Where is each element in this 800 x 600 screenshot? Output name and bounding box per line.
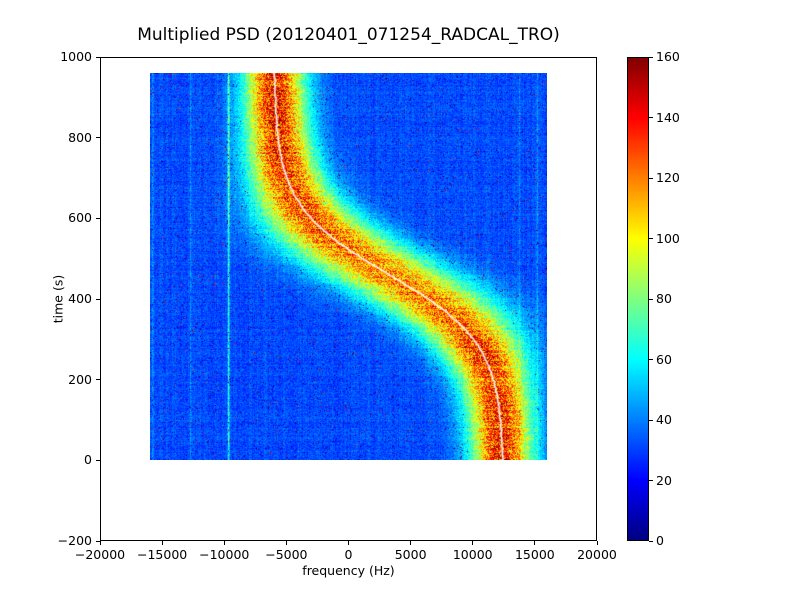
y-tick-label: 600 <box>68 210 92 226</box>
colorbar-tick-mark <box>649 480 653 481</box>
x-tick-label: 5000 <box>394 547 427 562</box>
y-tick-label: 800 <box>68 129 92 145</box>
y-tick-mark <box>96 298 100 300</box>
colorbar-tick-label: 20 <box>656 472 672 488</box>
colorbar-tick-mark <box>649 238 653 239</box>
x-tick-label: 0 <box>344 547 353 562</box>
x-tick-mark <box>596 541 598 545</box>
y-tick-label: 200 <box>68 371 92 387</box>
y-tick-mark <box>96 217 100 219</box>
x-tick-label: −20000 <box>74 547 126 562</box>
colorbar-tick-label: 140 <box>656 109 680 125</box>
colorbar-tick-label: 40 <box>656 412 672 427</box>
x-tick-mark <box>99 541 101 545</box>
y-tick-label: 1000 <box>60 49 92 64</box>
y-tick-mark <box>96 459 100 461</box>
x-tick-mark <box>223 541 225 545</box>
colorbar-tick-label: 0 <box>656 533 664 548</box>
colorbar-tick-label: 60 <box>656 351 672 367</box>
colorbar-gradient <box>627 57 649 541</box>
x-axis-label: frequency (Hz) <box>302 563 395 578</box>
y-tick-mark <box>96 379 100 381</box>
colorbar-tick-label: 120 <box>656 170 680 185</box>
y-tick-mark <box>96 540 100 542</box>
colorbar-tick-mark <box>649 177 653 179</box>
y-tick-mark <box>96 137 100 139</box>
x-tick-label: −5000 <box>265 547 308 562</box>
x-tick-label: −15000 <box>137 547 188 562</box>
colorbar-tick-mark <box>649 298 653 300</box>
colorbar-tick-mark <box>649 117 653 118</box>
y-tick-label: 0 <box>84 452 92 468</box>
heatmap-canvas <box>150 73 547 460</box>
colorbar-tick-mark <box>649 56 653 58</box>
colorbar-tick-label: 80 <box>656 291 672 306</box>
colorbar-tick-label: 100 <box>656 230 680 246</box>
x-tick-label: 15000 <box>514 547 555 562</box>
colorbar-tick-mark <box>649 419 653 421</box>
x-tick-label: −10000 <box>199 547 250 562</box>
colorbar-tick-mark <box>649 540 653 542</box>
x-tick-mark <box>285 541 287 545</box>
plot-frame <box>100 57 597 541</box>
colorbar-tick-label: 160 <box>656 49 680 64</box>
x-tick-mark <box>410 541 412 545</box>
colorbar-frame <box>627 57 649 541</box>
x-tick-mark <box>161 541 163 545</box>
x-tick-label: 10000 <box>452 547 493 562</box>
colorbar-tick-mark <box>649 359 653 360</box>
y-tick-label: 400 <box>68 291 92 306</box>
x-tick-mark <box>534 541 536 545</box>
y-tick-mark <box>96 56 100 58</box>
x-tick-mark <box>348 541 349 545</box>
y-tick-label: −200 <box>57 533 92 548</box>
chart-title: Multiplied PSD (20120401_071254_RADCAL_T… <box>137 25 560 45</box>
x-tick-label: 20000 <box>577 547 617 562</box>
x-tick-mark <box>472 541 474 545</box>
